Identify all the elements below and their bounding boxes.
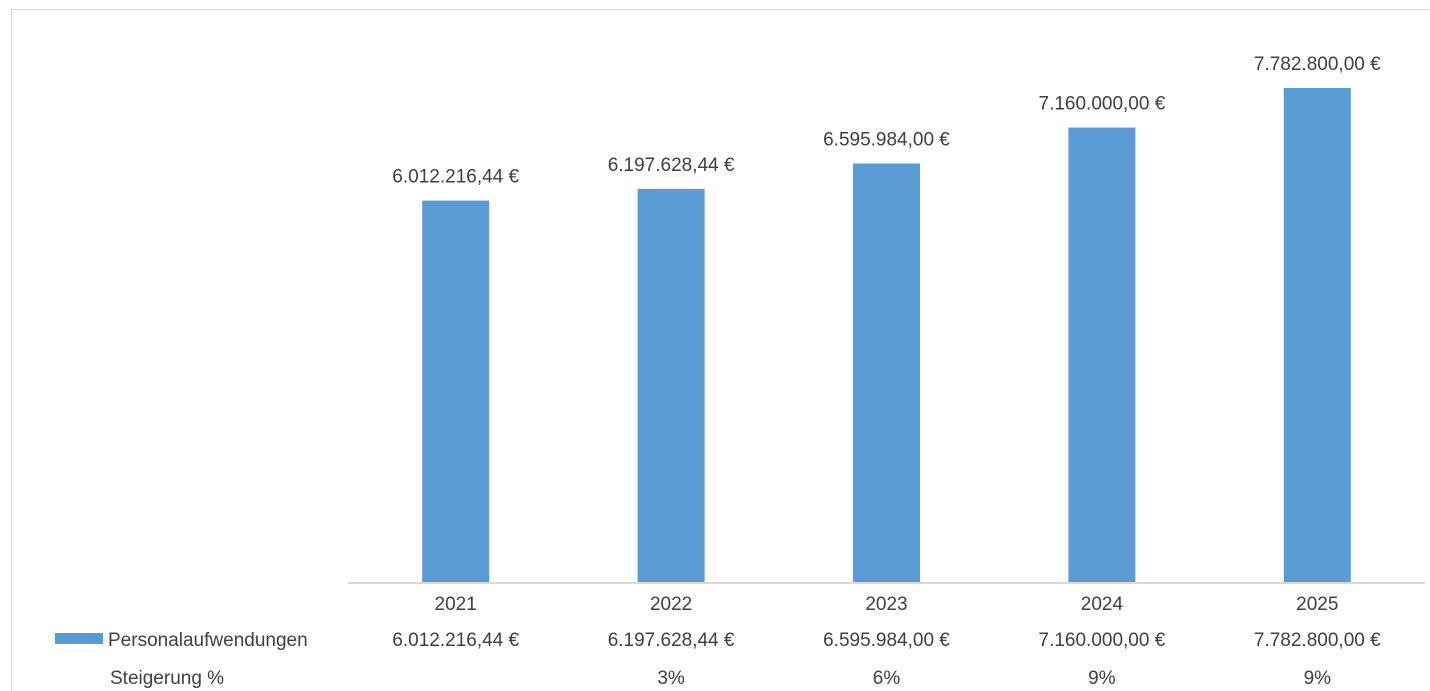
data-label-2023: 6.595.984,00 € [823,129,950,150]
table-cell: 7.160.000,00 € [1039,630,1166,651]
x-axis-tick-labels: 2021 2022 2023 2024 2025 [435,594,1339,615]
table-cell: 7.782.800,00 € [1254,630,1381,651]
bar-data-labels: 6.012.216,44 € 6.197.628,44 € 6.595.984,00… [392,54,1381,188]
data-table: Personalaufwendungen 6.012.216,44 € 6.197.… [55,630,1381,689]
table-cell: 6.197.628,44 € [608,630,735,651]
table-cell: 6.012.216,44 € [392,630,519,651]
table-cell: 9% [1088,668,1116,689]
legend-swatch [55,633,103,644]
table-row-name: Steigerung % [110,668,224,689]
data-label-2024: 7.160.000,00 € [1039,94,1166,115]
data-label-2021: 6.012.216,44 € [392,167,519,188]
bar-2025 [1283,88,1351,583]
x-tick-label-2023: 2023 [865,594,907,615]
x-tick-label-2021: 2021 [435,594,477,615]
bar-2022 [637,188,705,583]
x-tick-label-2024: 2024 [1081,594,1124,615]
bar-2021 [422,200,490,583]
data-label-2022: 6.197.628,44 € [608,155,735,176]
bar-2024 [1068,127,1136,583]
x-tick-label-2025: 2025 [1296,594,1338,615]
table-cell: 6.595.984,00 € [823,630,950,651]
x-tick-label-2022: 2022 [650,594,692,615]
table-cell: 6% [873,668,901,689]
bar-2023 [853,163,920,583]
bars-group [422,88,1351,583]
table-row-name: Personalaufwendungen [108,630,308,651]
chart-frame [11,9,1430,691]
table-cell: 3% [657,668,685,689]
data-label-2025: 7.782.800,00 € [1254,54,1381,75]
table-cell: 9% [1304,668,1332,689]
